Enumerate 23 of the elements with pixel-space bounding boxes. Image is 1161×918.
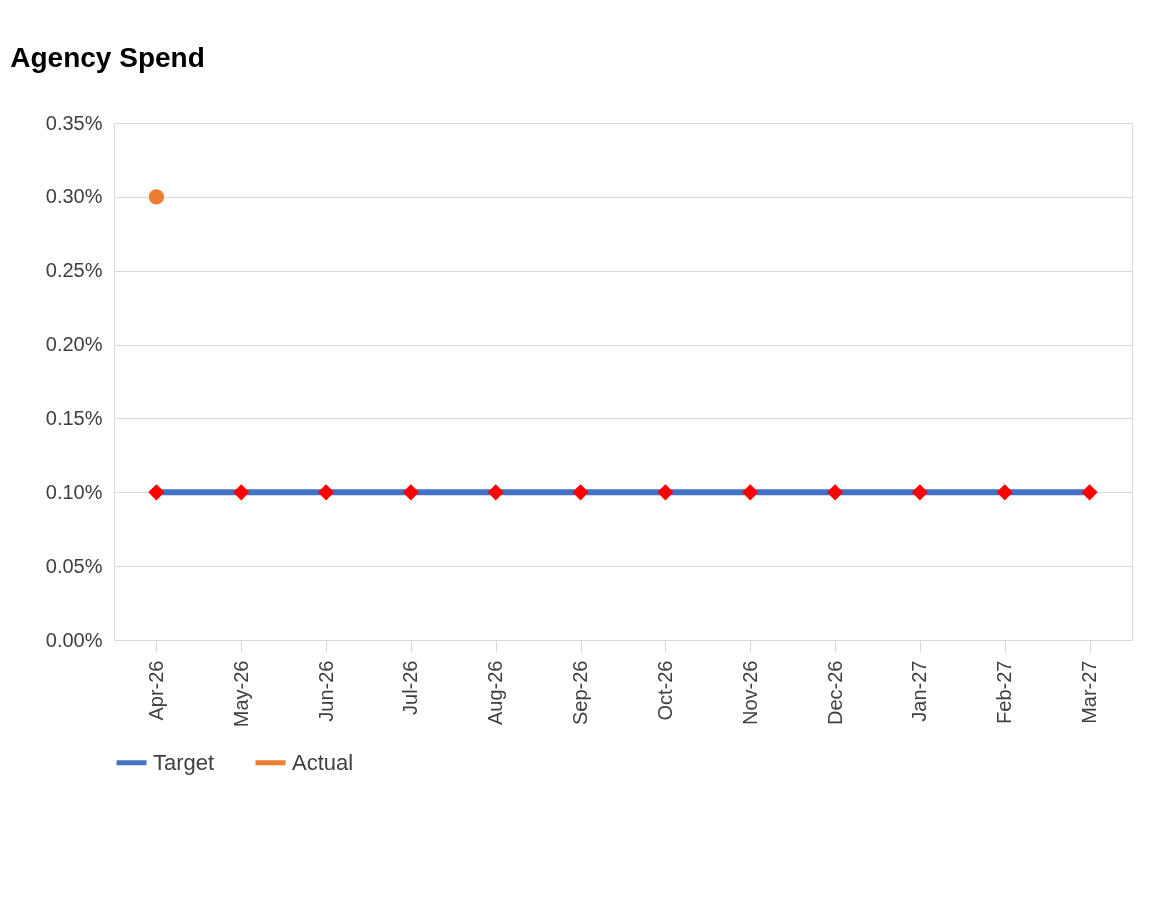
x-tick-label: May-26 — [229, 660, 252, 728]
x-tick-label: Jan-27 — [908, 660, 931, 722]
y-tick-label: 0.35% — [45, 111, 103, 134]
y-tick-label: 0.15% — [45, 406, 103, 429]
x-tick-label: Jun-26 — [314, 660, 337, 722]
y-tick-label: 0.25% — [45, 259, 103, 282]
legend-label: Actual — [292, 749, 354, 775]
chart-title: Agency Spend — [10, 42, 205, 73]
x-tick-label: Nov-26 — [738, 660, 761, 725]
x-tick-label: Feb-27 — [993, 660, 1016, 724]
x-tick-label: Apr-26 — [144, 660, 167, 721]
x-tick-label: Aug-26 — [484, 660, 507, 725]
y-tick-label: 0.05% — [45, 554, 103, 577]
x-tick-label: Mar-27 — [1078, 660, 1101, 724]
y-tick-label: 0.00% — [45, 628, 103, 651]
y-tick-label: 0.10% — [45, 480, 103, 503]
legend-label: Target — [153, 749, 215, 775]
x-tick-label: Jul-26 — [399, 660, 422, 715]
x-tick-label: Dec-26 — [823, 660, 846, 725]
y-tick-label: 0.20% — [45, 333, 103, 356]
x-tick-label: Sep-26 — [569, 660, 592, 725]
y-tick-label: 0.30% — [45, 185, 103, 208]
x-tick-label: Oct-26 — [653, 660, 676, 721]
